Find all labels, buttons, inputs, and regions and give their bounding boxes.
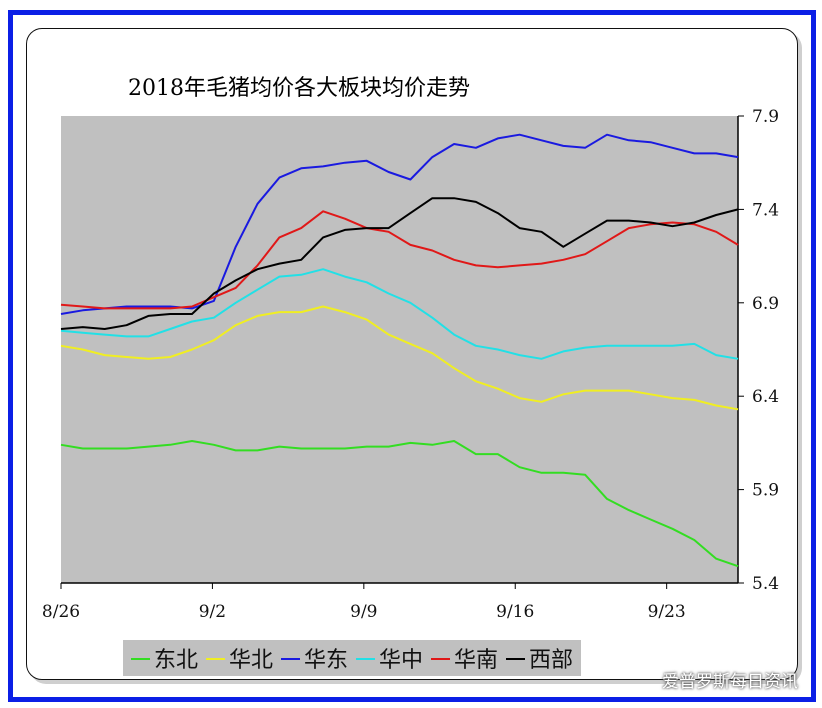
- watermark-text: 爱普罗斯每日资讯: [662, 672, 798, 692]
- y-tick-label: 7.4: [752, 200, 779, 220]
- series-line-1: [60, 440, 739, 568]
- series-line-6: [60, 197, 739, 330]
- axes: [61, 116, 739, 584]
- x-tick-label: 9/9: [350, 602, 377, 622]
- y-tick-label: 7.9: [752, 107, 779, 127]
- legend-label: 华北: [229, 648, 273, 673]
- series-layer: [60, 133, 739, 568]
- plot-area: [61, 116, 738, 583]
- legend-label: 华南: [454, 648, 498, 673]
- y-tick-label: 6.4: [752, 387, 779, 407]
- series-line-2: [60, 305, 739, 411]
- y-tick-label: 6.9: [752, 294, 779, 314]
- legend: [123, 640, 581, 676]
- legend-label: 西部: [529, 648, 573, 673]
- series-line-5: [60, 210, 739, 310]
- x-tick-label: 9/23: [648, 602, 686, 622]
- legend-label: 华中: [379, 648, 423, 673]
- x-tick-label: 9/2: [199, 602, 226, 622]
- y-tick-label: 5.9: [752, 481, 779, 501]
- legend-label: 华东: [304, 648, 348, 673]
- legend-items: 东北 华北 华东 华中 华南 西部: [131, 648, 573, 673]
- x-tick-label: 9/16: [496, 602, 534, 622]
- tick-labels: 8/26 9/2 9/9 9/16 9/23 7.9 7.4 6.9 6.4 5.9 5.4: [42, 107, 779, 622]
- y-tick-label: 5.4: [752, 574, 779, 594]
- series-line-3: [60, 133, 739, 315]
- chart-title: 2018年毛猪均价各大板块均价走势: [128, 76, 470, 101]
- x-tick-label: 8/26: [42, 602, 80, 622]
- legend-label: 东北: [154, 648, 198, 673]
- series-line-4: [60, 268, 739, 360]
